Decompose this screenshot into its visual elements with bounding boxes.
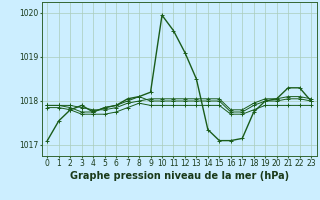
X-axis label: Graphe pression niveau de la mer (hPa): Graphe pression niveau de la mer (hPa) bbox=[70, 171, 289, 181]
